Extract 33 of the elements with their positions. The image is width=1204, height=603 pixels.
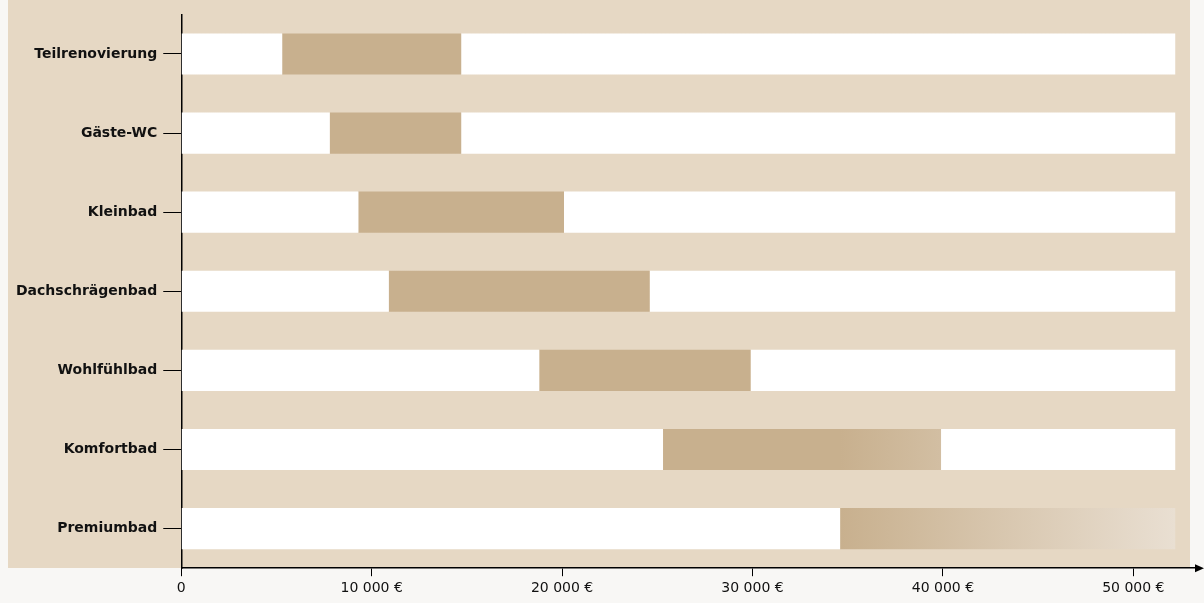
x-tick-label: 40 000 € <box>911 579 975 596</box>
bar <box>181 508 841 550</box>
bar <box>329 112 462 154</box>
bar <box>564 191 1176 233</box>
bar <box>539 349 751 391</box>
bar <box>840 508 1176 550</box>
x-tick-label: 10 000 € <box>340 579 403 596</box>
bar <box>181 112 330 154</box>
x-tick-label: 20 000 € <box>530 579 594 596</box>
x-tick-label: 30 000 € <box>721 579 784 596</box>
bar <box>181 33 283 75</box>
bar <box>181 349 540 391</box>
bar <box>282 33 462 75</box>
bar <box>461 33 1176 75</box>
y-tick-label: Kleinbad <box>87 202 158 219</box>
y-tick-label: Gäste-WC <box>80 123 158 140</box>
bar <box>649 270 1176 312</box>
bar <box>388 270 650 312</box>
bar <box>663 428 942 471</box>
bar <box>181 428 664 471</box>
y-tick-label: Komfortbad <box>63 440 158 457</box>
bar <box>461 112 1176 154</box>
bar <box>181 270 389 312</box>
bar <box>750 349 1176 391</box>
x-tick-label: 0 <box>176 579 186 596</box>
y-tick-label: Premiumbad <box>57 519 158 536</box>
x-tick-label: 50 000 € <box>1102 579 1165 596</box>
bar <box>358 191 564 233</box>
y-tick-label: Teilrenovierung <box>34 44 158 61</box>
bar <box>941 428 1176 471</box>
bar <box>181 191 359 233</box>
y-tick-label: Dachschrägenbad <box>15 281 158 298</box>
y-tick-label: Wohlfühlbad <box>57 361 158 378</box>
